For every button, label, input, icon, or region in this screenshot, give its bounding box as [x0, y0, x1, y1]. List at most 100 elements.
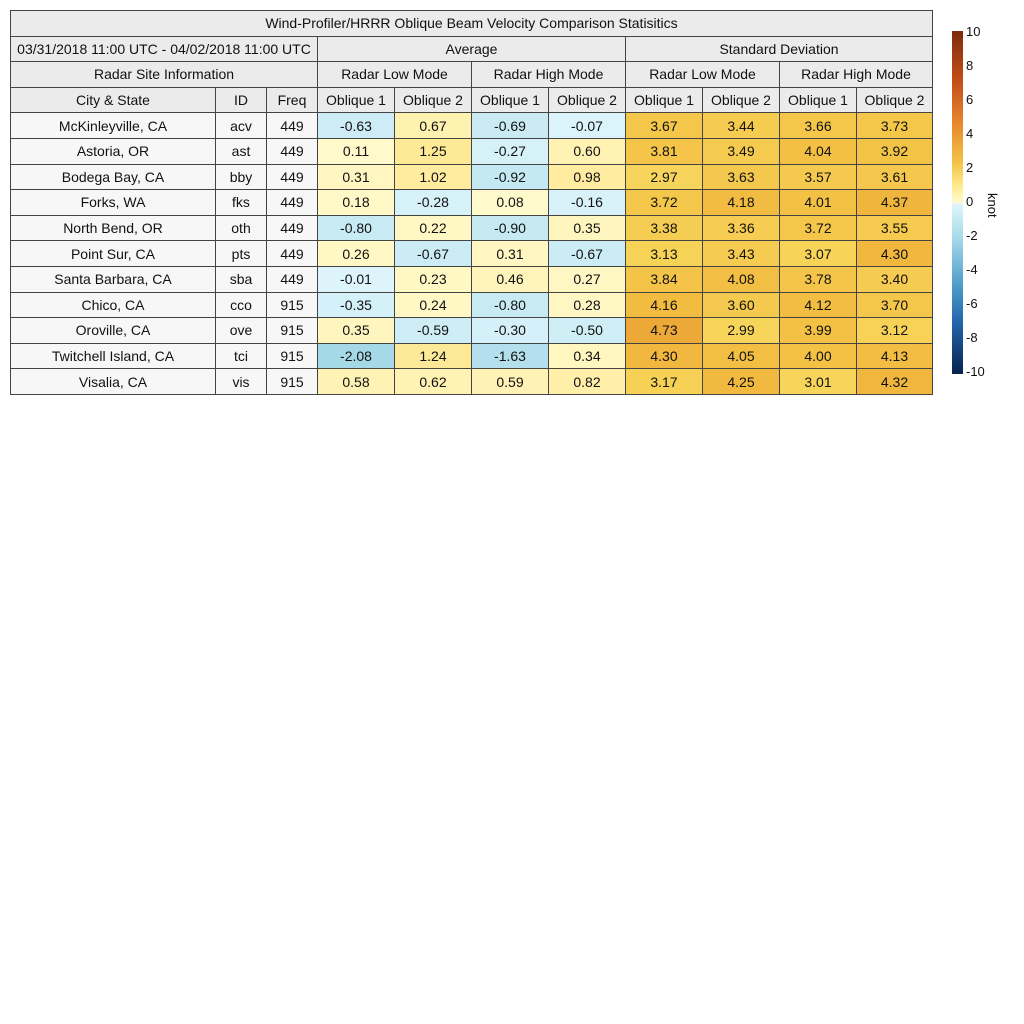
std-cell: 4.18 — [702, 189, 780, 216]
average-cell: -0.67 — [394, 240, 472, 267]
id-cell: oth — [215, 214, 267, 242]
colorbar-tick: -6 — [966, 296, 978, 311]
average-cell: -0.50 — [548, 317, 626, 344]
std-cell: 3.13 — [625, 240, 703, 267]
freq-cell: 449 — [266, 265, 318, 293]
column-header: Oblique 2 — [856, 86, 933, 114]
average-cell: -0.35 — [317, 291, 395, 319]
freq-cell: 449 — [266, 214, 318, 242]
freq-cell: 915 — [266, 317, 318, 344]
id-cell: ove — [215, 317, 267, 344]
colorbar-label: knot — [985, 193, 1000, 218]
average-cell: 0.27 — [548, 265, 626, 293]
std-cell: 4.73 — [625, 317, 703, 344]
average-cell: 0.58 — [317, 368, 395, 395]
colorbar — [952, 31, 963, 374]
freq-cell: 915 — [266, 368, 318, 395]
average-cell: 0.35 — [317, 317, 395, 344]
city-cell: Bodega Bay, CA — [10, 163, 216, 191]
column-header: Oblique 1 — [471, 86, 549, 114]
average-cell: -0.30 — [471, 317, 549, 344]
std-cell: 3.55 — [856, 214, 933, 242]
average-cell: 0.62 — [394, 368, 472, 395]
colorbar-tick: 6 — [966, 92, 974, 107]
colorbar-tick: 10 — [966, 24, 981, 39]
average-cell: -0.63 — [317, 112, 395, 139]
std-header: Standard Deviation — [625, 35, 933, 63]
id-cell: fks — [215, 189, 267, 216]
city-cell: Santa Barbara, CA — [10, 265, 216, 293]
city-cell: Astoria, OR — [10, 137, 216, 165]
average-cell: -0.16 — [548, 189, 626, 216]
statistics-table: Wind-Profiler/HRRR Oblique Beam Velocity… — [10, 10, 933, 395]
average-cell: -0.80 — [317, 214, 395, 242]
table-row: Forks, WA fks 449 0.18 -0.28 0.08 -0.16 3.72 4.1… — [10, 189, 933, 216]
std-cell: 3.67 — [625, 112, 703, 139]
std-cell: 4.30 — [856, 240, 933, 267]
std-cell: 3.99 — [779, 317, 857, 344]
id-cell: ast — [215, 137, 267, 165]
freq-cell: 449 — [266, 137, 318, 165]
average-cell: -0.90 — [471, 214, 549, 242]
city-cell: Oroville, CA — [10, 317, 216, 344]
colorbar-tick: -8 — [966, 330, 978, 345]
average-cell: 0.11 — [317, 137, 395, 165]
city-cell: Twitchell Island, CA — [10, 342, 216, 370]
colorbar-tick: 4 — [966, 126, 974, 141]
average-cell: 1.24 — [394, 342, 472, 370]
average-header: Average — [317, 35, 626, 63]
colorbar-tick: -10 — [966, 364, 985, 379]
std-cell: 3.72 — [625, 189, 703, 216]
std-cell: 3.43 — [702, 240, 780, 267]
std-cell: 3.81 — [625, 137, 703, 165]
table-row: Visalia, CA vis 915 0.58 0.62 0.59 0.82 3.17 4.2… — [10, 368, 933, 395]
std-cell: 3.63 — [702, 163, 780, 191]
average-cell: 0.22 — [394, 214, 472, 242]
std-cell: 3.17 — [625, 368, 703, 395]
id-cell: sba — [215, 265, 267, 293]
std-cell: 4.04 — [779, 137, 857, 165]
std-cell: 3.01 — [779, 368, 857, 395]
std-cell: 3.73 — [856, 112, 933, 139]
average-cell: 0.59 — [471, 368, 549, 395]
average-cell: 0.28 — [548, 291, 626, 319]
std-cell: 4.32 — [856, 368, 933, 395]
average-cell: 0.60 — [548, 137, 626, 165]
column-header: Oblique 1 — [779, 86, 857, 114]
column-header: Oblique 1 — [317, 86, 395, 114]
column-header: Freq — [266, 86, 318, 114]
freq-cell: 449 — [266, 163, 318, 191]
average-cell: 0.18 — [317, 189, 395, 216]
average-cell: -0.92 — [471, 163, 549, 191]
table-row: Chico, CA cco 915 -0.35 0.24 -0.80 0.28 4.16 3.6… — [10, 291, 933, 319]
average-cell: 0.08 — [471, 189, 549, 216]
colorbar-tick: 8 — [966, 58, 974, 73]
std-cell: 3.70 — [856, 291, 933, 319]
freq-cell: 449 — [266, 189, 318, 216]
freq-cell: 915 — [266, 342, 318, 370]
std-cell: 3.07 — [779, 240, 857, 267]
city-cell: North Bend, OR — [10, 214, 216, 242]
mode-header: Radar High Mode — [471, 61, 626, 88]
std-cell: 3.92 — [856, 137, 933, 165]
column-header: City & State — [10, 86, 216, 114]
id-cell: acv — [215, 112, 267, 139]
std-cell: 4.25 — [702, 368, 780, 395]
freq-cell: 915 — [266, 291, 318, 319]
period-label: 03/31/2018 11:00 UTC - 04/02/2018 11:00 … — [10, 35, 318, 63]
table-row: North Bend, OR oth 449 -0.80 0.22 -0.90 0.35 3.… — [10, 214, 933, 242]
std-cell: 3.61 — [856, 163, 933, 191]
id-cell: bby — [215, 163, 267, 191]
id-cell: cco — [215, 291, 267, 319]
std-cell: 4.12 — [779, 291, 857, 319]
std-cell: 4.37 — [856, 189, 933, 216]
average-cell: -1.63 — [471, 342, 549, 370]
id-cell: vis — [215, 368, 267, 395]
city-cell: Visalia, CA — [10, 368, 216, 395]
id-cell: tci — [215, 342, 267, 370]
std-cell: 4.13 — [856, 342, 933, 370]
colorbar-tick: -2 — [966, 228, 978, 243]
average-cell: 0.31 — [471, 240, 549, 267]
city-cell: Chico, CA — [10, 291, 216, 319]
column-header: Oblique 2 — [548, 86, 626, 114]
